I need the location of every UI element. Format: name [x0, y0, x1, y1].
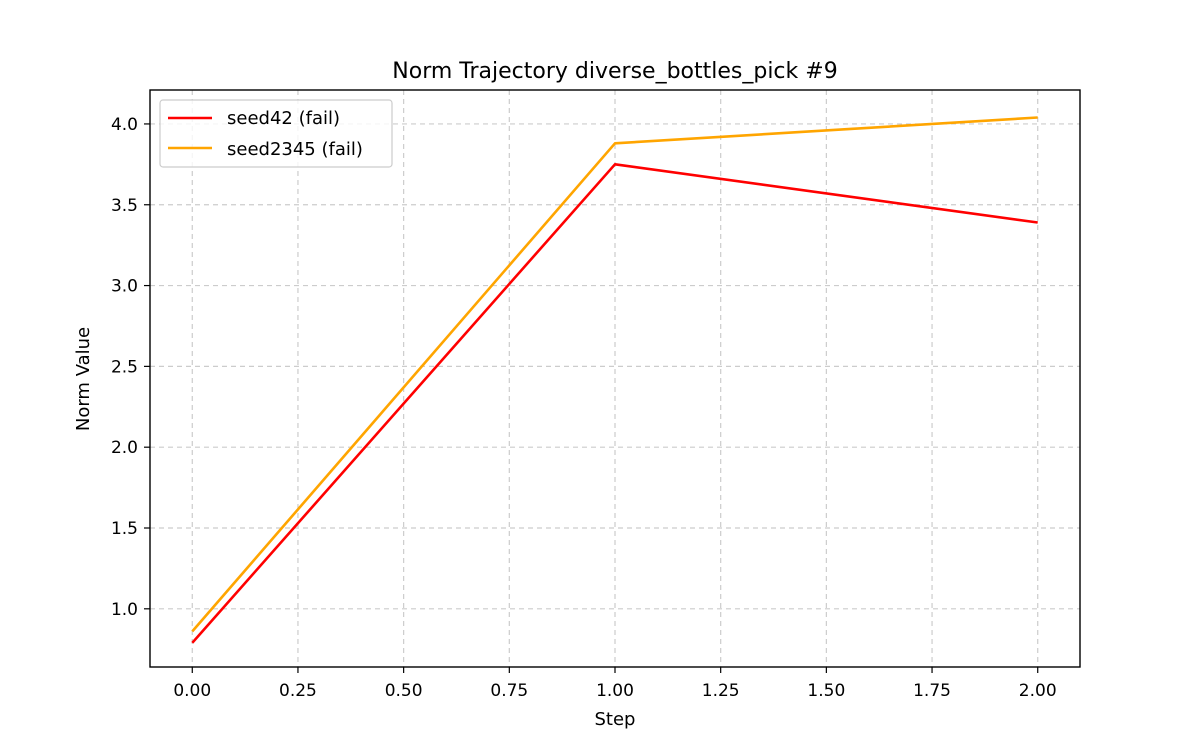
chart-title: Norm Trajectory diverse_bottles_pick #9 — [392, 59, 837, 84]
x-tick-label: 0.00 — [173, 681, 211, 701]
x-tick-label: 1.25 — [702, 681, 740, 701]
x-axis-label: Step — [595, 709, 636, 730]
x-tick-label: 2.00 — [1019, 681, 1057, 701]
x-tick-label: 0.25 — [279, 681, 317, 701]
y-tick-label: 3.5 — [111, 196, 138, 216]
y-tick-label: 1.5 — [111, 519, 138, 539]
y-tick-label: 2.5 — [111, 357, 138, 377]
x-tick-label: 0.50 — [385, 681, 423, 701]
legend-label-seed42: seed42 (fail) — [227, 108, 340, 129]
series-layer — [191, 116, 1038, 644]
y-tick-label: 2.0 — [111, 438, 138, 458]
legend: seed42 (fail) seed2345 (fail) — [159, 99, 393, 168]
y-tick-label: 4.0 — [111, 115, 138, 135]
y-axis: 1.0 1.5 2.0 2.5 3.0 3.5 4.0 — [111, 115, 150, 620]
x-tick-label: 0.75 — [490, 681, 528, 701]
y-tick-label: 3.0 — [111, 277, 138, 297]
x-axis: 0.00 0.25 0.50 0.75 1.00 1.25 1.50 1.75 2.00 — [173, 667, 1057, 701]
series-line-seed42 — [191, 163, 1038, 644]
series-line-seed2345 — [191, 116, 1038, 633]
legend-label-seed2345: seed2345 (fail) — [227, 139, 363, 160]
legend-box — [159, 99, 393, 168]
y-tick-label: 1.0 — [111, 600, 138, 620]
grid — [150, 90, 1080, 667]
x-tick-label: 1.00 — [596, 681, 634, 701]
x-tick-label: 1.50 — [807, 681, 845, 701]
y-axis-label: Norm Value — [73, 327, 94, 431]
x-tick-label: 1.75 — [913, 681, 951, 701]
